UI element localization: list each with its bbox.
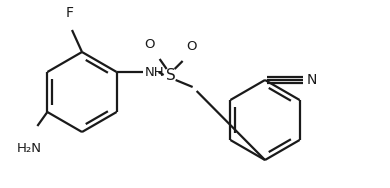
Text: NH: NH [145,65,164,79]
Text: S: S [166,67,176,83]
Text: O: O [144,39,155,52]
Text: O: O [186,40,197,54]
Text: N: N [307,73,317,87]
Text: F: F [66,6,74,20]
Text: H₂N: H₂N [17,142,42,155]
